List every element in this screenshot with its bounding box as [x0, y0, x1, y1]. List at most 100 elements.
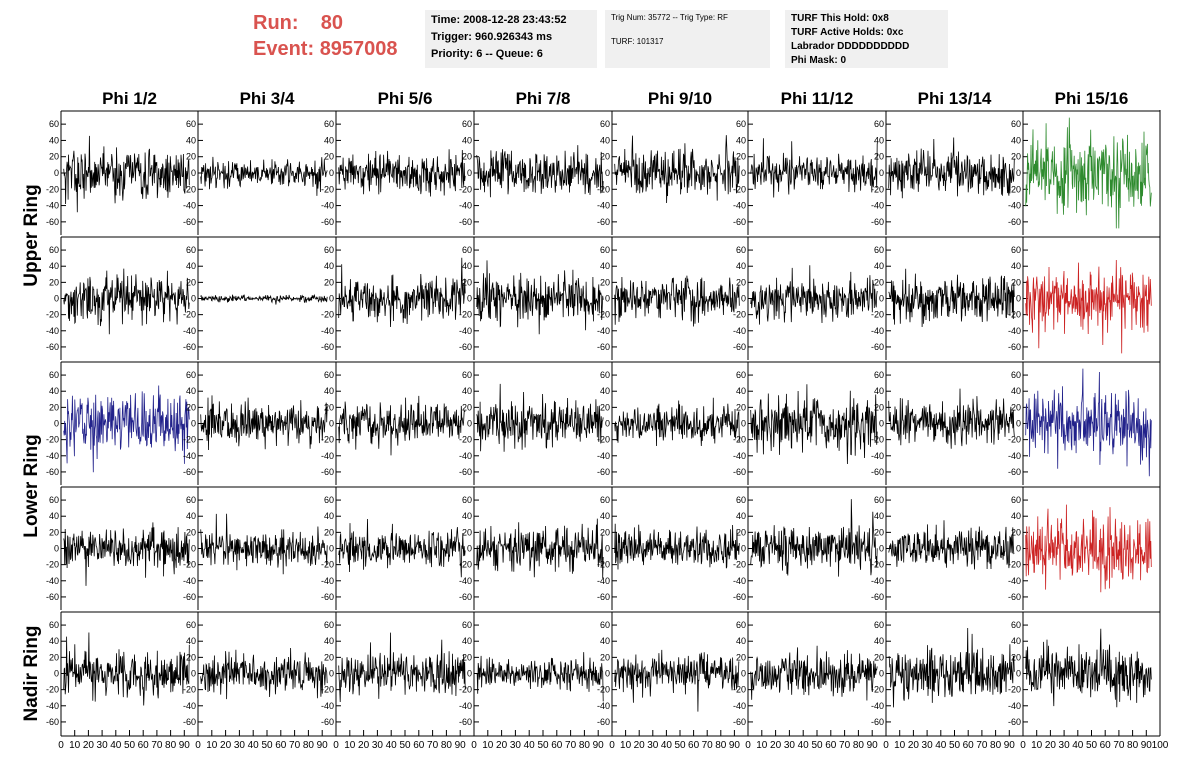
turf-active-holds-text: TURF Active Holds: 0xc: [791, 27, 904, 38]
y-tick-label: 40: [324, 261, 334, 271]
y-tick-label: -20: [46, 435, 59, 445]
x-tick-label: 30: [97, 740, 109, 751]
y-tick-label: 20: [600, 277, 610, 287]
y-tick-label: -60: [597, 217, 610, 227]
x-tick-label: 10: [69, 740, 81, 751]
y-tick-label: -20: [871, 310, 884, 320]
waveform-trace: [476, 260, 604, 335]
waveform-trace: [63, 632, 190, 706]
x-tick-label: 90: [593, 740, 605, 751]
y-tick-label: -60: [871, 717, 884, 727]
y-tick-label: 20: [736, 652, 746, 662]
y-tick-label: 40: [49, 386, 59, 396]
y-tick-label: 60: [600, 119, 610, 129]
row-label: Upper Ring: [21, 184, 42, 286]
x-tick-label: 50: [124, 740, 136, 751]
y-tick-label: -40: [1008, 701, 1021, 711]
y-tick-label: 0: [329, 669, 334, 679]
trig-num-text: Trig Num: 35772 -- Trig Type: RF: [611, 13, 728, 22]
y-tick-label: 20: [186, 527, 196, 537]
y-tick-label: 0: [329, 419, 334, 429]
y-tick-label: -40: [46, 576, 59, 586]
y-tick-label: -60: [1008, 467, 1021, 477]
y-tick-label: -40: [733, 201, 746, 211]
y-tick-label: 0: [605, 669, 610, 679]
column-label: Phi 9/10: [648, 89, 712, 108]
y-tick-label: 20: [324, 277, 334, 287]
waveform-trace: [888, 627, 1015, 708]
y-tick-label: 20: [462, 152, 472, 162]
y-tick-label: 20: [736, 152, 746, 162]
y-tick-label: -20: [1008, 184, 1021, 194]
y-tick-label: -20: [321, 310, 334, 320]
y-tick-label: 20: [736, 402, 746, 412]
y-tick-label: 40: [600, 511, 610, 521]
y-tick-label: 40: [462, 636, 472, 646]
x-tick-label: 40: [248, 740, 260, 751]
waveform-trace: [750, 384, 878, 465]
waveform-trace: [476, 518, 604, 579]
y-tick-label: -20: [459, 184, 472, 194]
x-tick-label: 50: [537, 740, 549, 751]
y-tick-label: -40: [871, 576, 884, 586]
x-tick-label: 20: [908, 740, 920, 751]
y-tick-label: 40: [736, 511, 746, 521]
waveform-trace: [63, 522, 190, 586]
y-tick-label: 20: [874, 402, 884, 412]
y-tick-label: 60: [462, 119, 472, 129]
y-tick-label: 60: [49, 370, 59, 380]
y-tick-label: 20: [736, 277, 746, 287]
y-tick-label: 40: [462, 135, 472, 145]
waveform-trace: [614, 523, 740, 570]
y-tick-label: 60: [324, 620, 334, 630]
y-tick-label: -60: [321, 717, 334, 727]
y-tick-label: -60: [871, 467, 884, 477]
y-tick-label: 0: [605, 294, 610, 304]
x-tick-label: 0: [609, 740, 615, 751]
y-tick-label: -40: [321, 701, 334, 711]
y-tick-label: 0: [191, 168, 196, 178]
y-tick-label: -40: [183, 201, 196, 211]
y-tick-label: 0: [605, 168, 610, 178]
x-tick-label: 30: [372, 740, 384, 751]
x-tick-label: 60: [551, 740, 563, 751]
y-tick-label: -60: [183, 467, 196, 477]
y-tick-label: 20: [874, 277, 884, 287]
y-tick-label: -20: [733, 560, 746, 570]
y-tick-label: -20: [46, 310, 59, 320]
y-tick-label: 60: [874, 620, 884, 630]
x-tick-label: 0: [333, 740, 339, 751]
y-tick-label: 60: [324, 119, 334, 129]
y-tick-label: -40: [183, 701, 196, 711]
waveform-trace: [200, 293, 328, 305]
y-tick-label: 40: [462, 511, 472, 521]
y-tick-label: -20: [597, 685, 610, 695]
y-tick-label: -20: [321, 435, 334, 445]
x-tick-label: 40: [1072, 740, 1084, 751]
y-tick-label: 20: [49, 402, 59, 412]
trigger-text: Trigger: 960.926343 ms: [431, 31, 553, 43]
waveform-trace: [614, 649, 740, 712]
x-tick-label: 90: [317, 740, 329, 751]
x-tick-label: 90: [1141, 740, 1153, 751]
x-tick-label: 20: [83, 740, 95, 751]
x-tick-label: 30: [510, 740, 522, 751]
waveform-trace: [750, 645, 878, 701]
y-tick-label: -40: [1008, 451, 1021, 461]
y-tick-label: 40: [186, 511, 196, 521]
y-tick-label: -20: [871, 184, 884, 194]
x-tick-label: 10: [894, 740, 906, 751]
y-tick-label: 40: [324, 636, 334, 646]
y-tick-label: 20: [600, 402, 610, 412]
waveform-trace: [888, 137, 1015, 199]
y-tick-label: 60: [186, 119, 196, 129]
x-tick-label: 70: [976, 740, 988, 751]
y-tick-label: 20: [874, 652, 884, 662]
x-tick-label: 20: [770, 740, 782, 751]
turf-text: TURF: 101317: [611, 37, 664, 46]
y-tick-label: -60: [321, 467, 334, 477]
x-tick-label: 80: [990, 740, 1002, 751]
y-tick-label: -40: [733, 701, 746, 711]
y-tick-label: 0: [54, 544, 59, 554]
y-tick-label: -40: [183, 326, 196, 336]
